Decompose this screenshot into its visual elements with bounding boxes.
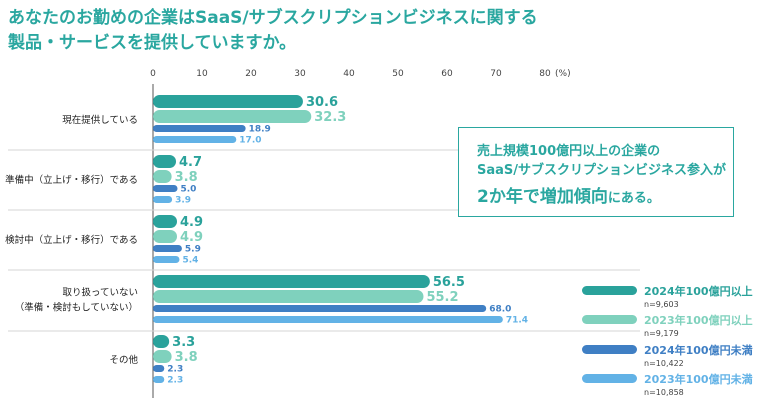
bar (153, 376, 165, 383)
bar-value-label: 4.9 (180, 230, 203, 245)
bar-value-label: 18.9 (249, 125, 271, 135)
x-tick-label: 20 (245, 69, 257, 79)
callout-line-1: 売上規模100億円以上の企業の (477, 144, 661, 159)
legend-swatch (582, 374, 637, 383)
bar-value-label: 30.6 (306, 95, 338, 110)
category-label: 準備中（立上げ・移行）である (5, 174, 138, 186)
bar (153, 215, 178, 228)
x-tick-label: 40 (343, 69, 355, 79)
legend-sample-size: n=10,422 (644, 359, 684, 368)
page-title: あなたのお勤めの企業はSaaS/サブスクリプションビジネスに関する 製品・サービ… (8, 6, 608, 56)
bar-value-label: 71.4 (506, 316, 528, 326)
category-label: 現在提供している (62, 114, 138, 126)
x-tick-label: 10 (196, 69, 208, 79)
bar (153, 170, 172, 183)
bar (153, 335, 170, 348)
bar-value-label: 5.9 (185, 245, 201, 255)
callout-highlight: 2か年で増加傾向 (477, 187, 608, 207)
bar-value-label: 3.9 (175, 196, 191, 206)
bar (153, 125, 246, 132)
x-tick-label: 30 (294, 69, 306, 79)
bar-value-label: 17.0 (239, 136, 261, 146)
callout-box: 売上規模100億円以上の企業の SaaS/サブスクリプションビジネス参入が 2か… (458, 127, 734, 217)
bar (153, 290, 424, 303)
category-label: （準備・検討もしていない） (15, 302, 138, 314)
bar-value-label: 2.3 (167, 365, 183, 375)
legend-swatch (582, 315, 637, 324)
bar-value-label: 3.8 (175, 170, 198, 185)
legend-sample-size: n=9,179 (644, 329, 679, 338)
callout-line-2: SaaS/サブスクリプションビジネス参入が (477, 163, 727, 178)
category-label: その他 (109, 354, 138, 366)
legend-series-name: 2023年100億円未満 (644, 372, 753, 386)
legend-sample-size: n=10,858 (644, 388, 684, 397)
bar-value-label: 4.7 (179, 155, 202, 170)
bar (153, 196, 173, 203)
x-tick-label: 80 (539, 69, 551, 79)
bar (153, 316, 503, 323)
category-label: 検討中（立上げ・移行）である (5, 234, 138, 246)
bar (153, 275, 430, 288)
callout-suffix: にある。 (607, 191, 660, 206)
bar (153, 95, 303, 108)
x-tick-label: 0 (150, 69, 156, 79)
axis-unit-label: (%) (555, 69, 571, 79)
bar-value-label: 4.9 (180, 215, 203, 230)
legend-swatch (582, 286, 637, 295)
legend-series-name: 2023年100億円以上 (644, 313, 753, 327)
bar-value-label: 68.0 (489, 305, 511, 315)
bar (153, 230, 178, 243)
bar-value-label: 3.3 (172, 335, 195, 350)
bar (153, 350, 172, 363)
bar-value-label: 55.2 (426, 290, 458, 305)
legend-series-name: 2024年100億円未満 (644, 343, 753, 357)
bar-value-label: 56.5 (433, 275, 465, 290)
bar-value-label: 3.8 (175, 350, 198, 365)
bar-value-label: 32.3 (314, 110, 346, 125)
bar (153, 185, 178, 192)
bar (153, 155, 177, 168)
bar (153, 256, 180, 263)
bar-value-label: 5.0 (181, 185, 197, 195)
bar (153, 136, 237, 143)
legend-sample-size: n=9,603 (644, 300, 679, 309)
title-line-1: あなたのお勤めの企業はSaaS/サブスクリプションビジネスに関する (8, 8, 538, 28)
bar (153, 245, 182, 252)
bar-value-label: 5.4 (182, 256, 198, 266)
bar (153, 110, 312, 123)
x-tick-label: 70 (490, 69, 502, 79)
bar (153, 365, 165, 372)
category-label: 取り扱っていない (62, 287, 138, 299)
x-tick-label: 50 (392, 69, 404, 79)
callout-line-3: 2か年で増加傾向にある。 (477, 182, 733, 207)
x-tick-label: 60 (441, 69, 453, 79)
legend-series-name: 2024年100億円以上 (644, 284, 753, 298)
title-line-2: 製品・サービスを提供していますか。 (8, 33, 297, 53)
legend-swatch (582, 345, 637, 354)
bar (153, 305, 487, 312)
bar-value-label: 2.3 (167, 376, 183, 386)
